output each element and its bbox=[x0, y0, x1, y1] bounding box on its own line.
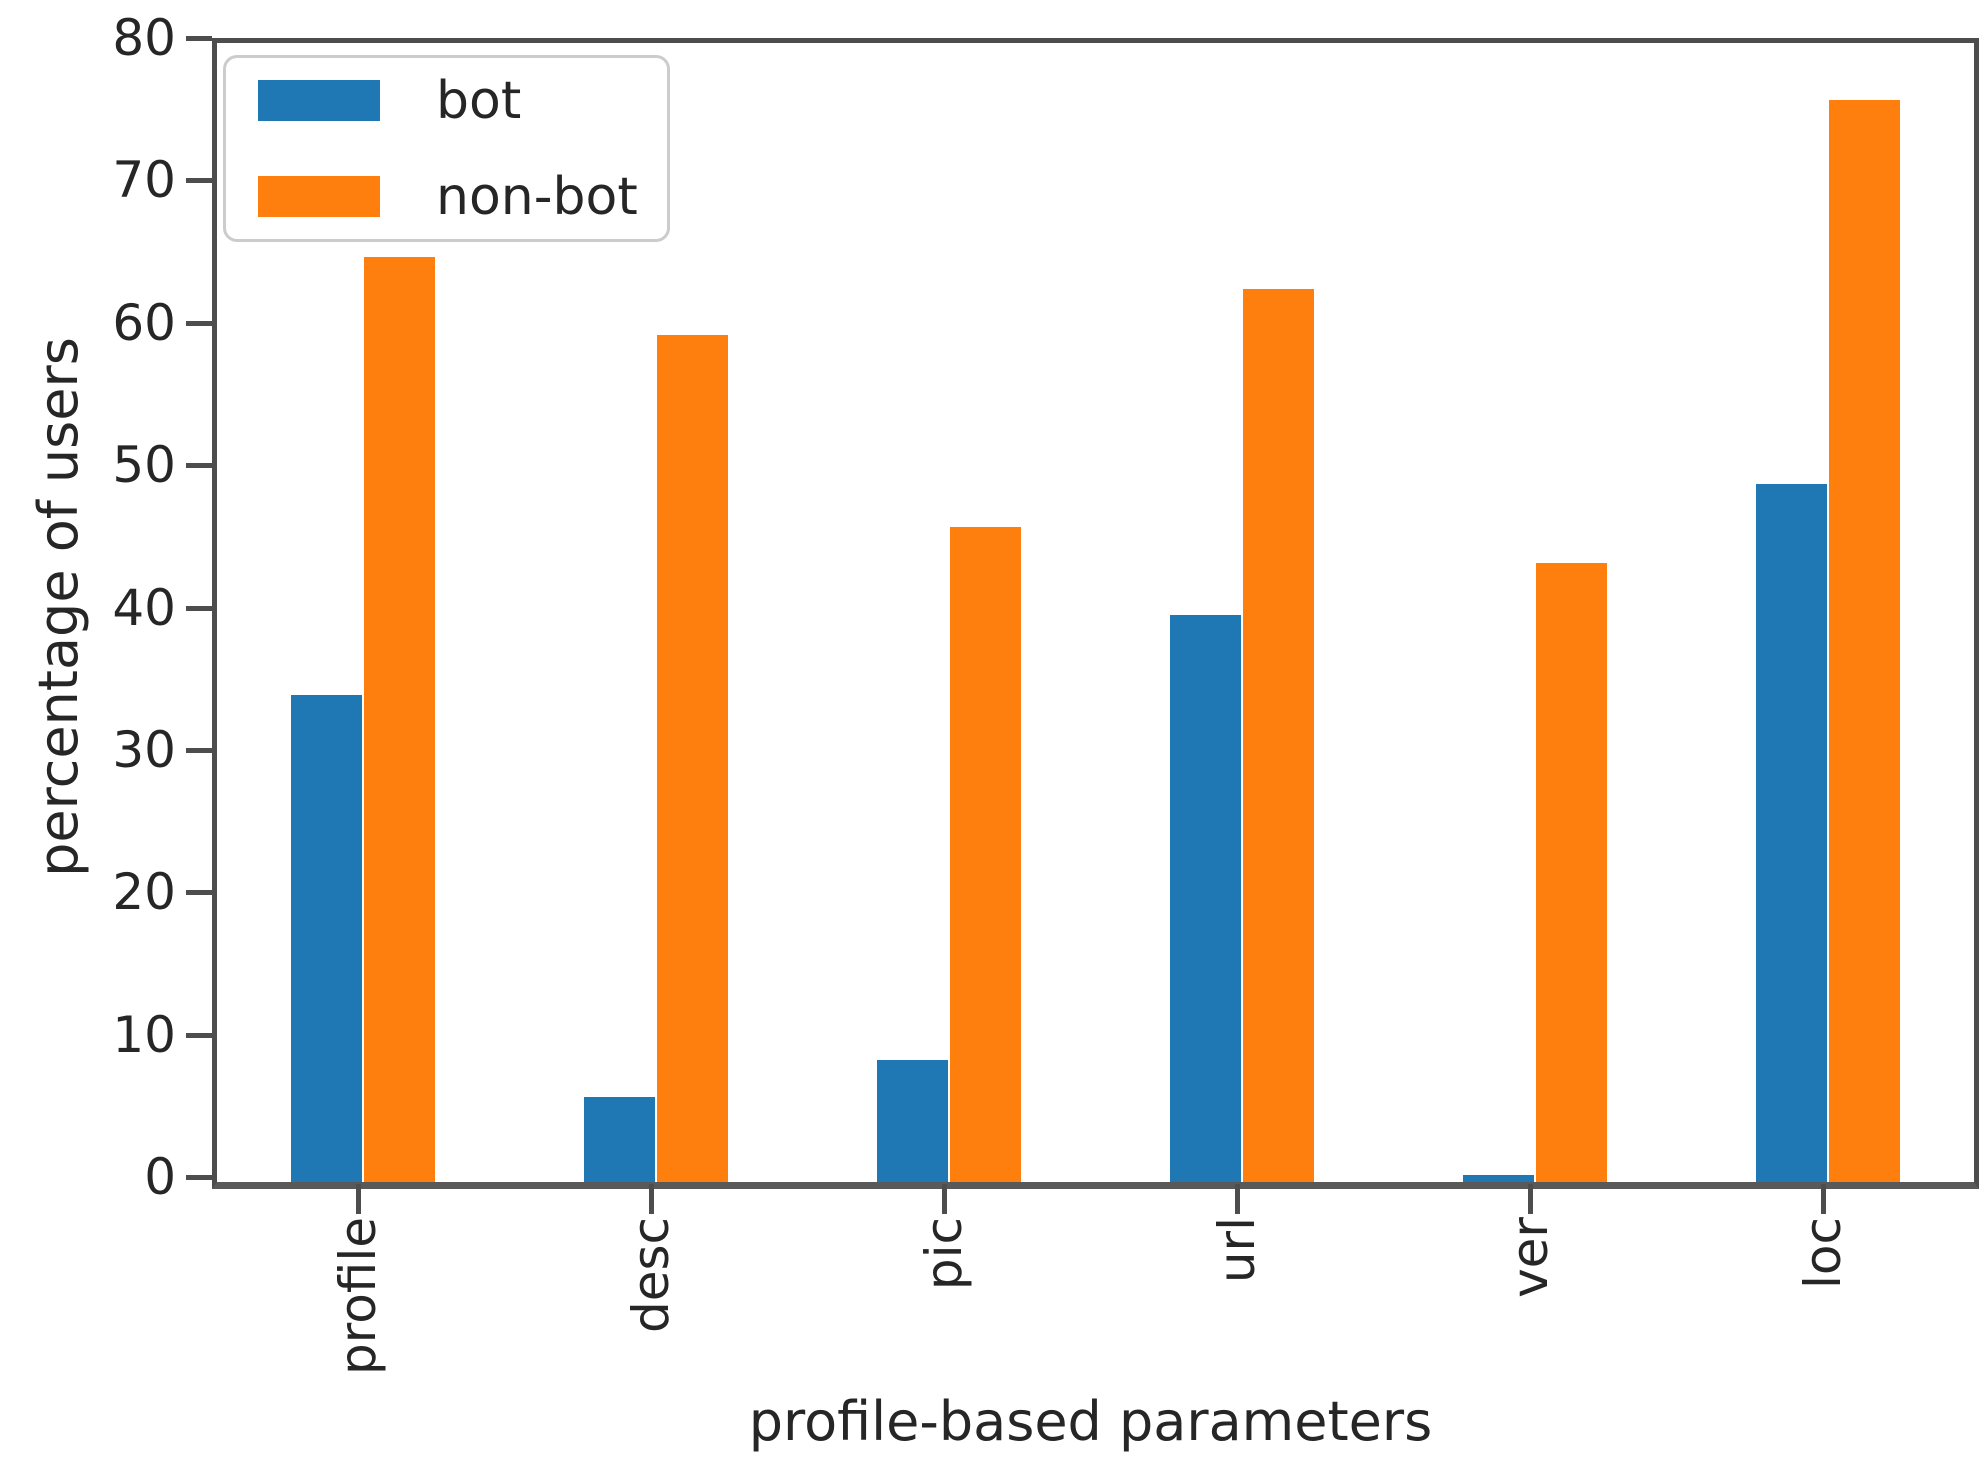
y-tick-label-40: 40 bbox=[112, 579, 176, 637]
bar-non-bot-pic bbox=[950, 527, 1021, 1182]
legend-label-bot: bot bbox=[436, 70, 522, 131]
x-tick-mark-pic bbox=[942, 1184, 947, 1214]
y-tick-mark-30 bbox=[186, 748, 212, 753]
legend: bot non-bot bbox=[223, 55, 670, 242]
legend-row-non-bot: non-bot bbox=[258, 171, 667, 223]
y-tick-mark-50 bbox=[186, 463, 212, 468]
bar-non-bot-profile bbox=[364, 257, 435, 1182]
y-tick-mark-80 bbox=[186, 36, 212, 41]
y-tick-label-0: 0 bbox=[144, 1148, 176, 1206]
plot-area: bot non-bot bbox=[212, 38, 1979, 1189]
y-tick-mark-10 bbox=[186, 1033, 212, 1038]
x-tick-label-pic: pic bbox=[915, 1217, 973, 1291]
x-tick-mark-profile bbox=[356, 1184, 361, 1214]
y-tick-mark-0 bbox=[186, 1175, 212, 1180]
x-tick-label-loc: loc bbox=[1794, 1217, 1852, 1289]
x-tick-mark-loc bbox=[1821, 1184, 1826, 1214]
y-tick-label-30: 30 bbox=[112, 721, 176, 779]
y-tick-label-60: 60 bbox=[112, 294, 176, 352]
bar-bot-profile bbox=[291, 695, 362, 1182]
y-tick-label-80: 80 bbox=[112, 9, 176, 67]
bar-bot-url bbox=[1170, 615, 1241, 1182]
x-tick-label-ver: ver bbox=[1501, 1217, 1559, 1298]
y-tick-label-10: 10 bbox=[112, 1006, 176, 1064]
legend-swatch-bot bbox=[258, 80, 380, 121]
x-axis-label: profile-based parameters bbox=[748, 1390, 1433, 1453]
y-axis-label: percentage of users bbox=[27, 337, 90, 877]
y-tick-label-50: 50 bbox=[112, 436, 176, 494]
y-tick-label-20: 20 bbox=[112, 863, 176, 921]
bar-non-bot-url bbox=[1243, 289, 1314, 1182]
x-tick-mark-url bbox=[1235, 1184, 1240, 1214]
bar-bot-ver bbox=[1463, 1175, 1534, 1182]
y-tick-mark-70 bbox=[186, 178, 212, 183]
bar-bot-desc bbox=[584, 1097, 655, 1182]
x-tick-label-url: url bbox=[1208, 1217, 1266, 1284]
bar-non-bot-loc bbox=[1829, 100, 1900, 1182]
x-tick-label-profile: profile bbox=[329, 1217, 387, 1375]
legend-row-bot: bot bbox=[258, 75, 667, 127]
x-tick-mark-ver bbox=[1528, 1184, 1533, 1214]
y-tick-mark-60 bbox=[186, 321, 212, 326]
bar-non-bot-ver bbox=[1536, 563, 1607, 1182]
y-tick-mark-40 bbox=[186, 606, 212, 611]
bar-bot-pic bbox=[877, 1060, 948, 1182]
x-tick-label-desc: desc bbox=[622, 1217, 680, 1334]
legend-swatch-non-bot bbox=[258, 176, 380, 217]
legend-label-non-bot: non-bot bbox=[436, 166, 638, 227]
x-tick-mark-desc bbox=[649, 1184, 654, 1214]
bar-non-bot-desc bbox=[657, 335, 728, 1182]
y-tick-mark-20 bbox=[186, 890, 212, 895]
y-tick-label-70: 70 bbox=[112, 151, 176, 209]
bar-bot-loc bbox=[1756, 484, 1827, 1182]
